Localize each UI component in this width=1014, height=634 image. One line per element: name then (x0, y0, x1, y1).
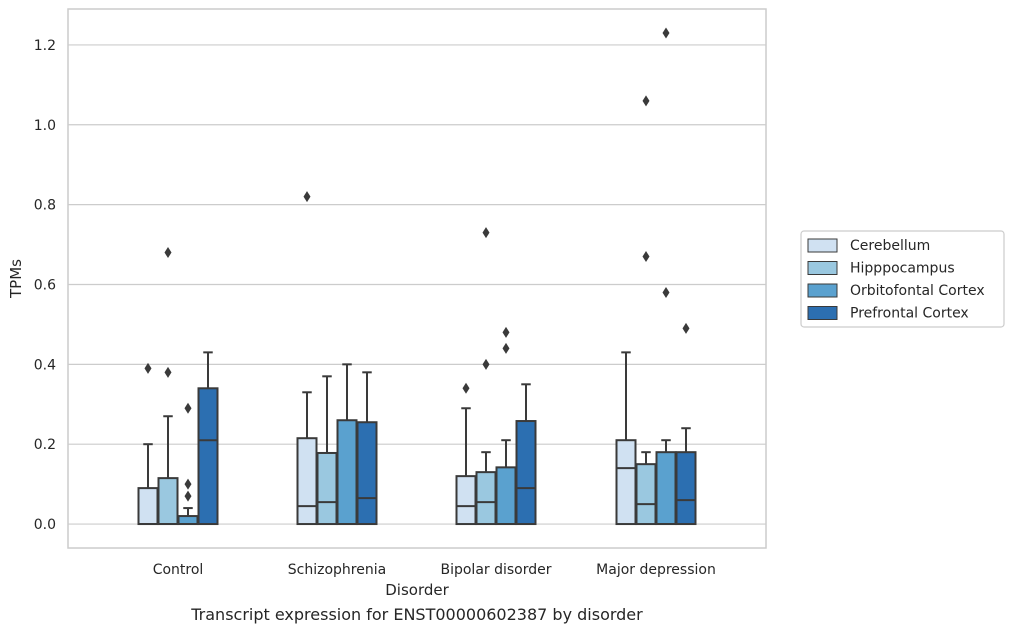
box-rect (139, 488, 158, 524)
box-hipppocampus (477, 452, 496, 524)
chart-svg: 0.0 0.2 0.4 0.6 0.8 1.0 1.2 Control Schizophren… (0, 0, 1014, 634)
box-layer (139, 352, 696, 524)
y-tick-label: 0.0 (34, 517, 56, 533)
box-rect (617, 440, 636, 524)
x-axis-ticks: Control Schizophrenia Bipolar disorder Majo… (153, 562, 716, 578)
outlier-point (663, 287, 670, 298)
box-cerebellum (457, 408, 476, 524)
box-orbitofontal-cortex (338, 364, 357, 524)
box-rect (358, 422, 377, 524)
box-cerebellum (617, 352, 636, 524)
outlier-point (483, 359, 490, 370)
outlier-point (503, 327, 510, 338)
box-rect (637, 464, 656, 524)
box-cerebellum (139, 444, 158, 524)
x-tick-label: Schizophrenia (288, 562, 386, 578)
x-tick-label: Bipolar disorder (440, 562, 551, 578)
box-rect (477, 472, 496, 524)
outlier-point (663, 27, 670, 38)
box-cerebellum (298, 392, 317, 524)
box-orbitofontal-cortex (179, 508, 198, 524)
box-rect (318, 453, 337, 524)
box-prefrontal-cortex (517, 384, 536, 524)
box-rect (159, 478, 178, 524)
y-axis-title: TPMs (7, 259, 25, 299)
x-tick-label: Major depression (596, 562, 716, 578)
legend-item: Hipppocampus (808, 261, 955, 277)
x-axis-title: Disorder (385, 581, 449, 599)
box-orbitofontal-cortex (657, 440, 676, 524)
box-hipppocampus (637, 452, 656, 524)
box-rect (457, 476, 476, 524)
legend-label: Hipppocampus (850, 261, 955, 277)
y-tick-label: 0.6 (34, 277, 56, 293)
box-hipppocampus (159, 416, 178, 524)
figure-caption: Transcript expression for ENST0000060238… (0, 605, 834, 624)
legend-swatch (808, 262, 837, 275)
box-rect (338, 420, 357, 524)
box-prefrontal-cortex (358, 372, 377, 524)
box-rect (657, 452, 676, 524)
outlier-point (165, 367, 172, 378)
legend-swatch (808, 307, 837, 320)
legend: Cerebellum Hipppocampus Orbitofontal Corte… (801, 231, 1004, 327)
legend-swatch (808, 284, 837, 297)
outlier-point (165, 247, 172, 258)
legend-item: Orbitofontal Cortex (808, 283, 985, 299)
legend-swatch (808, 239, 837, 252)
box-rect (677, 452, 696, 524)
outlier-point (643, 95, 650, 106)
outlier-point (503, 343, 510, 354)
y-tick-label: 1.2 (34, 38, 56, 54)
legend-label: Prefrontal Cortex (850, 306, 969, 322)
box-orbitofontal-cortex (497, 440, 516, 524)
outlier-point (483, 227, 490, 238)
y-tick-label: 0.4 (34, 357, 56, 373)
outlier-point (304, 191, 311, 202)
outlier-layer (145, 27, 690, 501)
outlier-point (185, 491, 192, 502)
box-rect (199, 388, 218, 524)
outlier-point (463, 383, 470, 394)
box-rect (517, 421, 536, 524)
box-rect (497, 467, 516, 524)
legend-item: Prefrontal Cortex (808, 306, 969, 322)
outlier-point (185, 479, 192, 490)
y-tick-label: 1.0 (34, 118, 56, 134)
legend-label: Orbitofontal Cortex (850, 283, 985, 299)
box-rect (179, 516, 198, 524)
outlier-point (683, 323, 690, 334)
box-prefrontal-cortex (677, 428, 696, 524)
x-tick-label: Control (153, 562, 204, 578)
y-axis-ticks: 0.0 0.2 0.4 0.6 0.8 1.0 1.2 (34, 38, 56, 533)
outlier-point (185, 403, 192, 414)
y-tick-label: 0.2 (34, 437, 56, 453)
legend-item: Cerebellum (808, 238, 930, 254)
outlier-point (643, 251, 650, 262)
box-hipppocampus (318, 376, 337, 524)
box-prefrontal-cortex (199, 352, 218, 524)
box-rect (298, 438, 317, 524)
y-tick-label: 0.8 (34, 198, 56, 214)
legend-label: Cerebellum (850, 238, 930, 254)
